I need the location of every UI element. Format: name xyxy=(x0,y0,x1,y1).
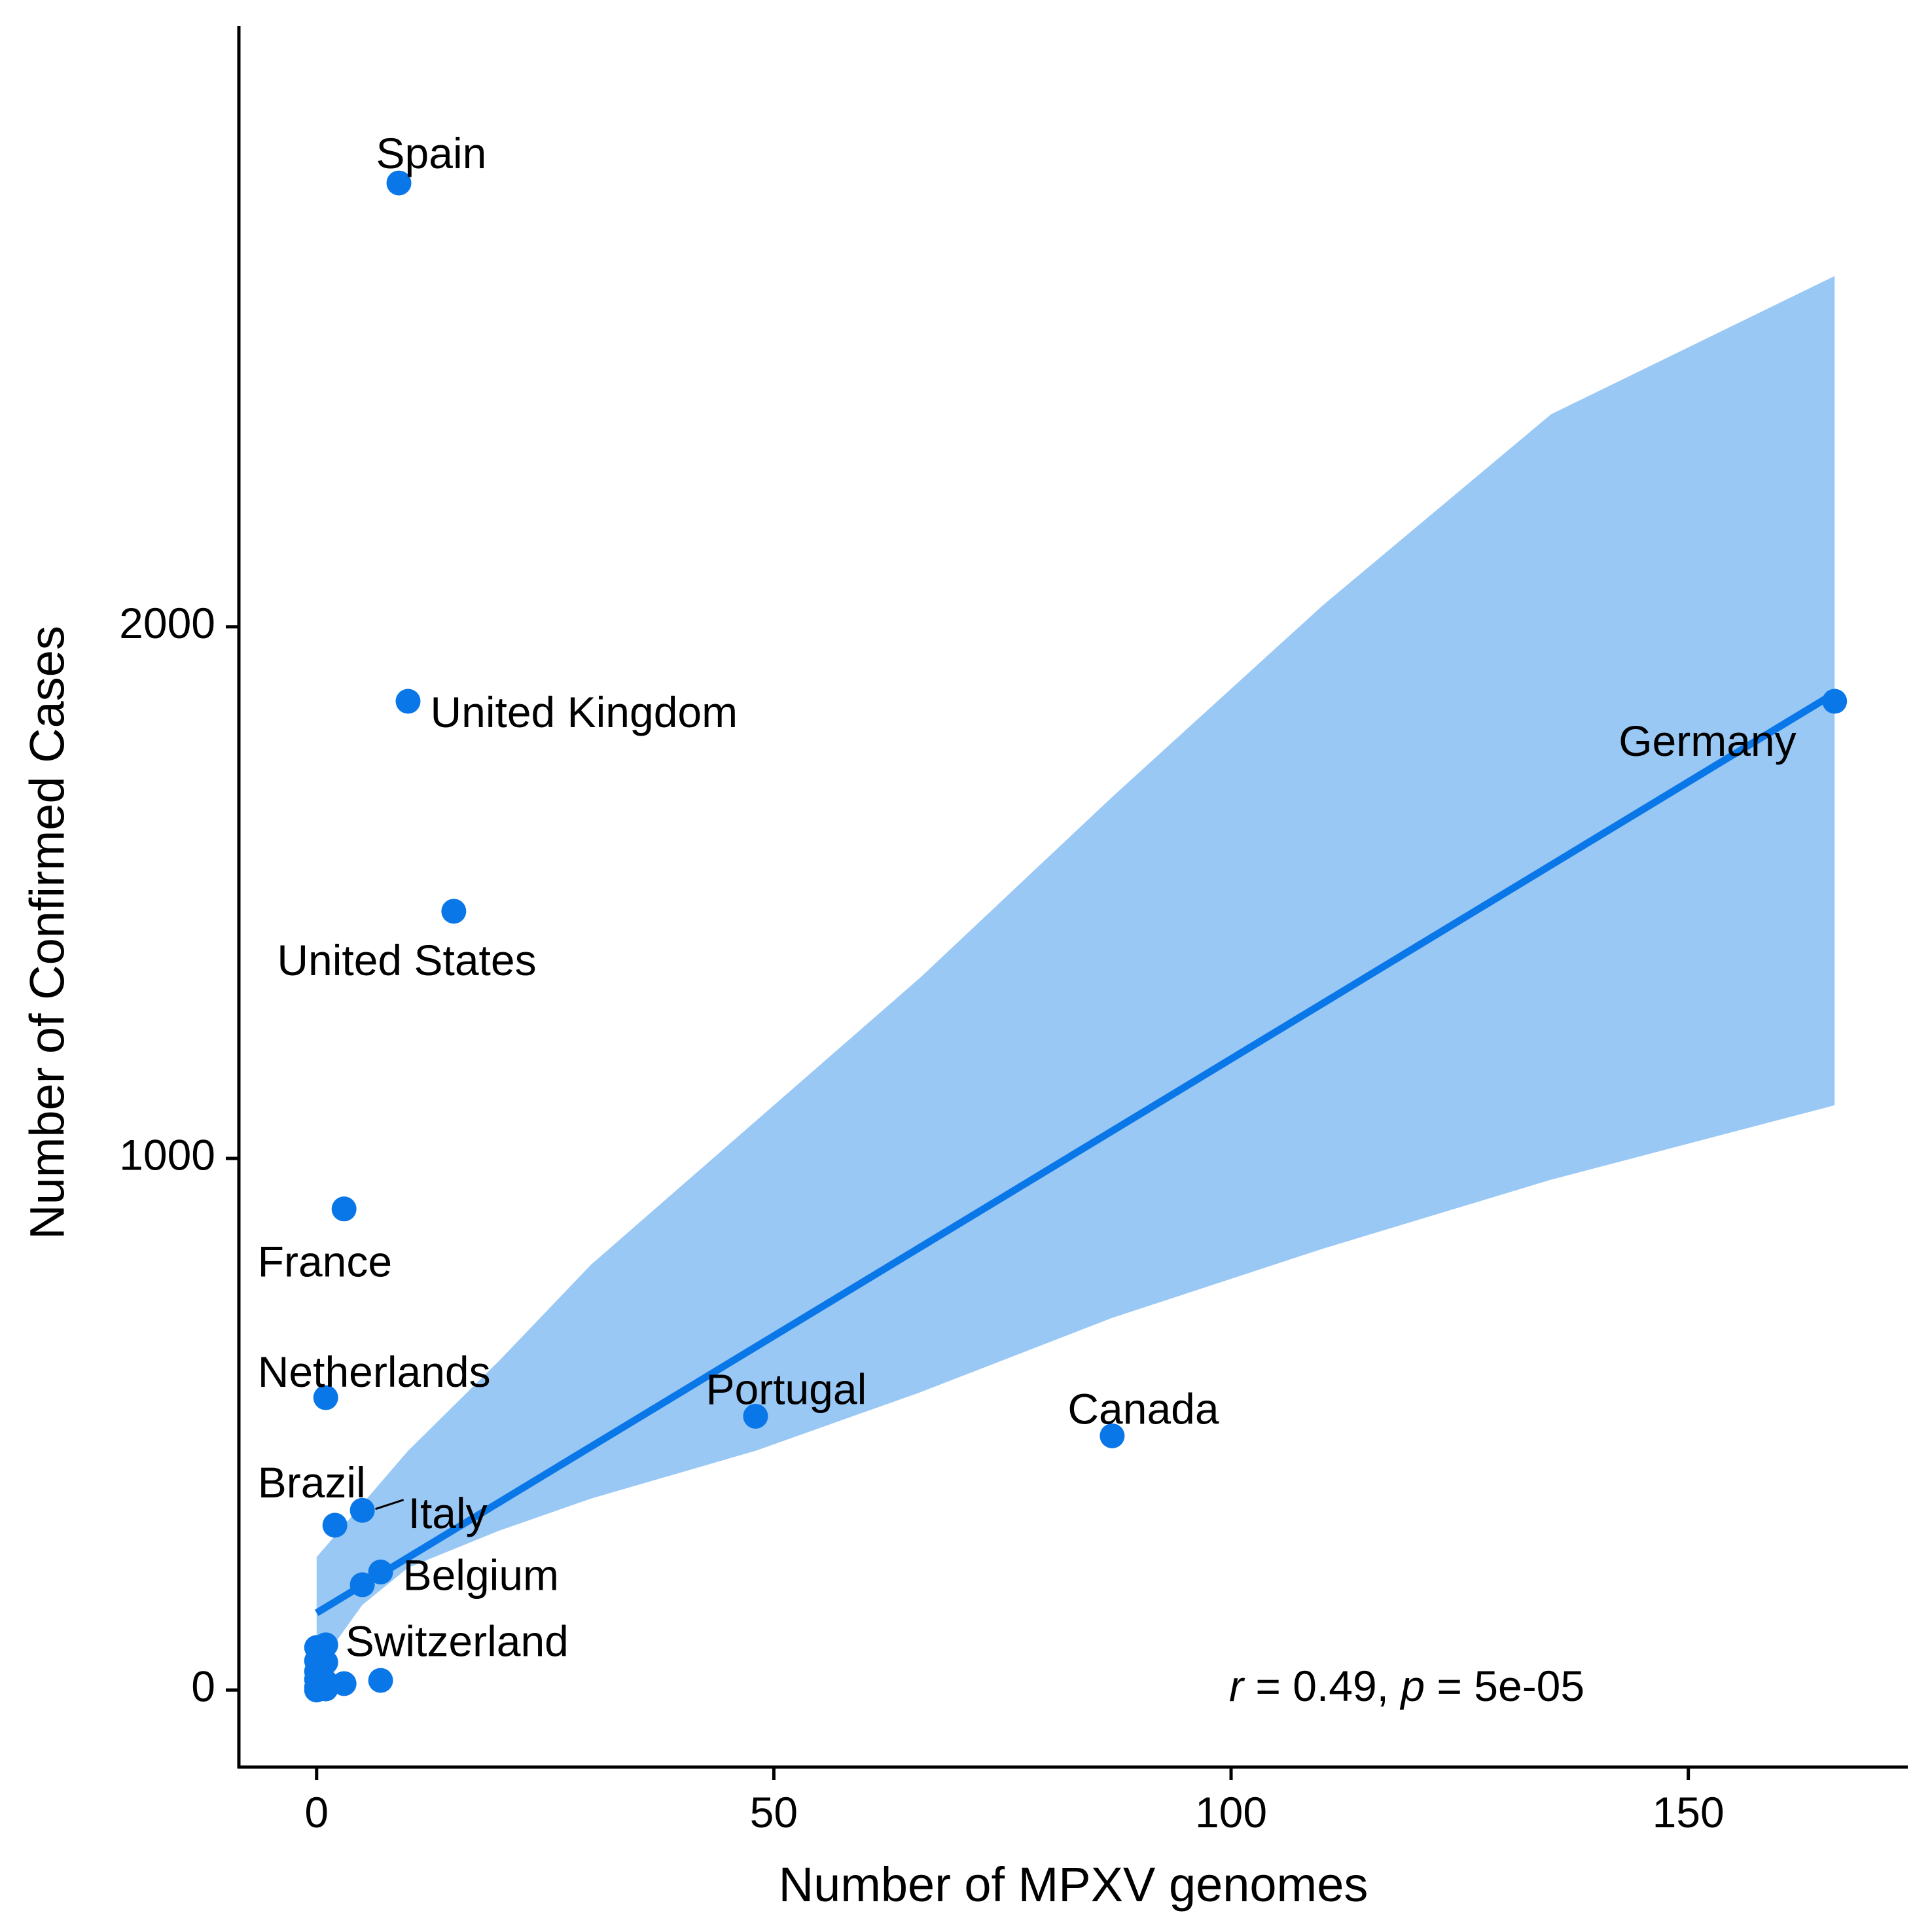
data-point xyxy=(386,170,412,196)
y-tick-label: 1000 xyxy=(119,1130,215,1179)
data-point xyxy=(349,1572,375,1598)
y-tick-label: 0 xyxy=(191,1662,215,1711)
data-point xyxy=(368,1559,393,1584)
x-tick-label: 0 xyxy=(304,1788,329,1836)
data-point xyxy=(313,1676,338,1702)
point-label: United States xyxy=(277,936,536,984)
annotation-r-symbol: r xyxy=(1229,1662,1245,1711)
point-label: Netherlands xyxy=(258,1348,491,1396)
point-label: Spain xyxy=(376,129,487,177)
data-point xyxy=(1822,689,1848,714)
annotation-p-value: = 5e-05 xyxy=(1425,1662,1584,1711)
x-tick-label: 50 xyxy=(750,1788,798,1836)
confidence-band xyxy=(316,276,1835,1669)
point-label: Portugal xyxy=(706,1365,867,1413)
point-label: Germany xyxy=(1619,717,1796,765)
data-point xyxy=(331,1196,357,1222)
y-axis-title: Number of Confirmed Cases xyxy=(20,626,75,1240)
point-label: Italy xyxy=(408,1489,488,1537)
data-point xyxy=(322,1512,348,1538)
data-point xyxy=(313,1385,338,1410)
point-label: Canada xyxy=(1067,1384,1219,1433)
correlation-annotation: r = 0.49, p = 5e-05 xyxy=(1229,1662,1584,1711)
data-point xyxy=(395,689,421,714)
x-tick-label: 150 xyxy=(1653,1788,1725,1836)
point-label: Belgium xyxy=(403,1550,559,1599)
x-axis-title: Number of MPXV genomes xyxy=(779,1857,1368,1912)
data-point xyxy=(349,1497,375,1523)
regression-line xyxy=(314,690,1837,1617)
x-tick-label: 100 xyxy=(1195,1788,1267,1836)
data-point xyxy=(743,1403,768,1429)
annotation-p-symbol: p xyxy=(1399,1662,1425,1711)
point-label: United Kingdom xyxy=(430,688,738,736)
point-label: Brazil xyxy=(258,1458,366,1507)
point-label: France xyxy=(258,1238,392,1286)
annotation-r-value: = 0.49, xyxy=(1243,1662,1401,1711)
data-point xyxy=(441,899,467,924)
data-point xyxy=(1100,1423,1125,1448)
label-leader-line xyxy=(375,1499,404,1511)
data-point xyxy=(368,1668,393,1693)
point-label: Switzerland xyxy=(346,1617,569,1666)
y-tick-label: 2000 xyxy=(119,599,215,647)
